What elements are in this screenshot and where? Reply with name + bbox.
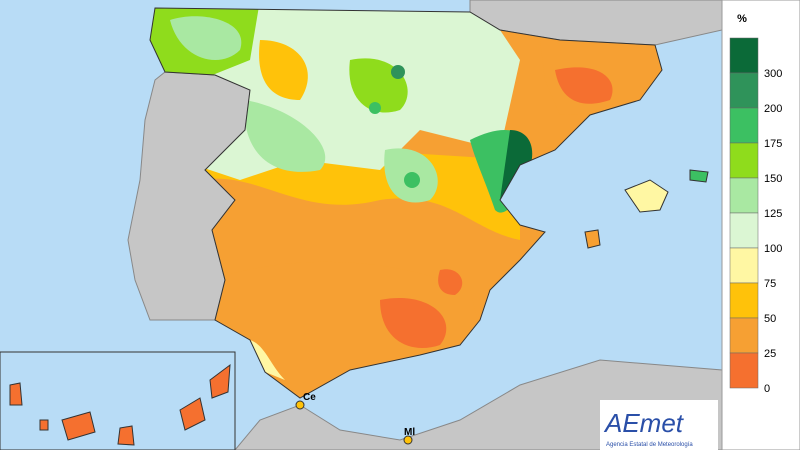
- mallorca: [624, 179, 669, 213]
- spain-outline: [149, 7, 663, 399]
- legend-swatch: [729, 352, 759, 389]
- legend-label: 200: [764, 103, 782, 115]
- legend-swatch: [729, 37, 759, 74]
- logo-subtitle: Agencia Estatal de Meteorología: [606, 442, 693, 448]
- legend-swatch: [729, 317, 759, 354]
- legend-swatch: [729, 107, 759, 144]
- legend-label: 125: [764, 208, 782, 220]
- legend-swatch: [729, 247, 759, 284]
- melilla-label: Ml: [404, 427, 415, 438]
- menorca: [689, 169, 709, 183]
- legend-label: 175: [764, 138, 782, 150]
- ibiza: [584, 229, 601, 249]
- legend-swatch: [729, 142, 759, 179]
- legend-label: 0: [764, 383, 770, 395]
- legend-swatch: [729, 212, 759, 249]
- ceuta-label: Ce: [303, 392, 316, 403]
- legend-swatch: [729, 72, 759, 109]
- legend-label: 50: [764, 313, 776, 325]
- legend-label: 75: [764, 278, 776, 290]
- legend-swatch: [729, 177, 759, 214]
- legend-swatch: [729, 282, 759, 319]
- legend-label: 100: [764, 243, 782, 255]
- canary-islands: [9, 363, 231, 446]
- legend: 300 200 175 150 125 100 75 50 25 0: [729, 37, 782, 395]
- logo: AEmet: [603, 408, 685, 438]
- melilla-marker: [403, 435, 413, 445]
- logo-box: [600, 400, 718, 450]
- ceuta-marker: [295, 400, 305, 410]
- legend-label: 150: [764, 173, 782, 185]
- legend-label: 300: [764, 68, 782, 80]
- legend-label: 25: [764, 348, 776, 360]
- legend-title: %: [737, 13, 747, 25]
